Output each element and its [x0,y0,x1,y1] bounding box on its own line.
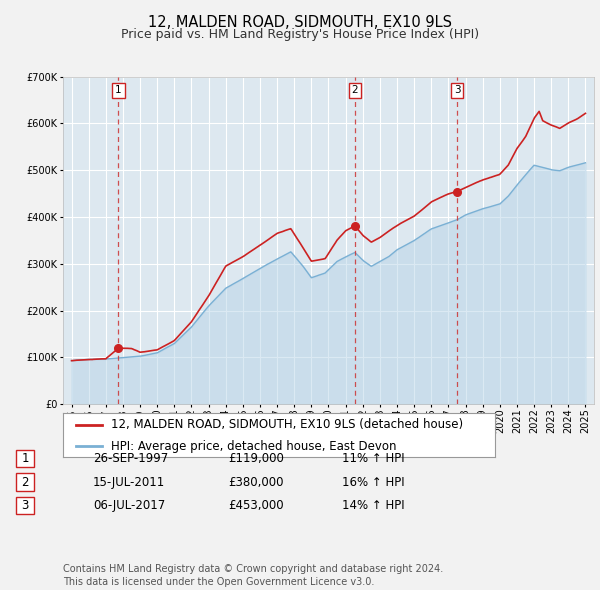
Text: 15-JUL-2011: 15-JUL-2011 [93,476,165,489]
Text: 06-JUL-2017: 06-JUL-2017 [93,499,165,512]
Text: 12, MALDEN ROAD, SIDMOUTH, EX10 9LS: 12, MALDEN ROAD, SIDMOUTH, EX10 9LS [148,15,452,30]
Text: £453,000: £453,000 [228,499,284,512]
Text: Price paid vs. HM Land Registry's House Price Index (HPI): Price paid vs. HM Land Registry's House … [121,28,479,41]
Text: 2: 2 [22,476,29,489]
Text: £380,000: £380,000 [228,476,284,489]
Text: 3: 3 [22,499,29,512]
Text: 16% ↑ HPI: 16% ↑ HPI [342,476,404,489]
Text: £119,000: £119,000 [228,452,284,465]
Text: 14% ↑ HPI: 14% ↑ HPI [342,499,404,512]
Text: 3: 3 [454,86,460,96]
Text: 26-SEP-1997: 26-SEP-1997 [93,452,168,465]
Text: 1: 1 [115,86,122,96]
Text: Contains HM Land Registry data © Crown copyright and database right 2024.
This d: Contains HM Land Registry data © Crown c… [63,564,443,587]
Text: HPI: Average price, detached house, East Devon: HPI: Average price, detached house, East… [110,440,396,453]
Text: 2: 2 [352,86,358,96]
Text: 1: 1 [22,452,29,465]
Text: 11% ↑ HPI: 11% ↑ HPI [342,452,404,465]
Text: 12, MALDEN ROAD, SIDMOUTH, EX10 9LS (detached house): 12, MALDEN ROAD, SIDMOUTH, EX10 9LS (det… [110,418,463,431]
